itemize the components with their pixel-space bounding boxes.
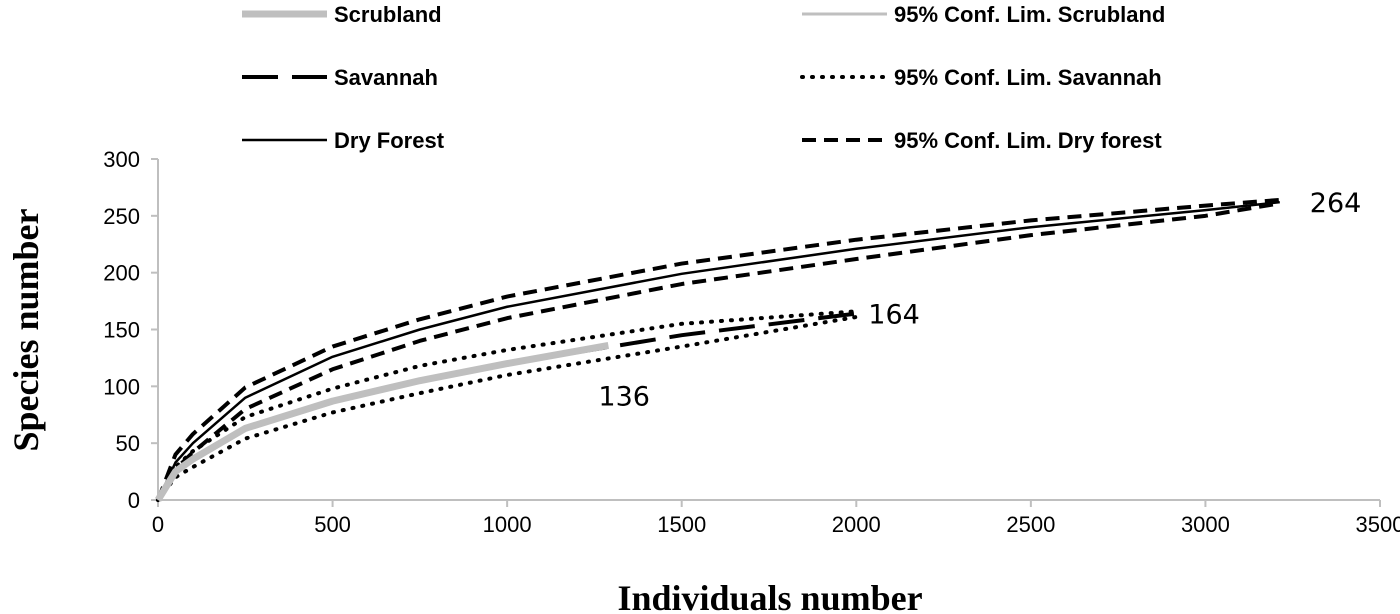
y-axis-title: Species number — [6, 208, 46, 451]
legend-label: 95% Conf. Lim. Scrubland — [894, 2, 1165, 27]
y-tick-label: 150 — [103, 318, 140, 343]
legend-label: 95% Conf. Lim. Savannah — [894, 65, 1162, 90]
95-conf-lim-dry-forest-lower-line — [156, 201, 1281, 501]
legend-label: Dry Forest — [334, 128, 445, 153]
legend: Scrubland 95% Conf. Lim. Scrubland Savanna… — [242, 2, 1165, 153]
y-tick-label: 0 — [128, 488, 140, 513]
dry-forest-line — [156, 200, 1280, 501]
savannah-line — [156, 311, 857, 502]
y-tick-label: 200 — [103, 261, 140, 286]
legend-label: Savannah — [334, 65, 438, 90]
x-tick-label: 3500 — [1356, 512, 1400, 537]
y-tick-label: 100 — [103, 374, 140, 399]
x-tick-label: 500 — [314, 512, 351, 537]
y-tick-label: 250 — [103, 204, 140, 229]
y-tick-label: 50 — [116, 431, 140, 456]
data-label: 136 — [598, 381, 650, 412]
legend-label: 95% Conf. Lim. Dry forest — [894, 128, 1162, 153]
y-tick-label: 300 — [103, 147, 140, 172]
x-tick-label: 1500 — [657, 512, 706, 537]
x-tick-label: 3000 — [1181, 512, 1230, 537]
95-conf-lim-dry-forest-upper-line — [156, 197, 1280, 501]
scrubland-line — [155, 341, 610, 502]
legend-label: Scrubland — [334, 2, 442, 27]
95-conf-lim-savannah-upper-line — [156, 309, 859, 502]
x-tick-label: 1000 — [483, 512, 532, 537]
x-tick-label: 0 — [152, 512, 164, 537]
95-conf-lim-savannah-lower-line — [156, 314, 859, 502]
x-axis-title: Individuals number — [617, 578, 922, 614]
data-label: 264 — [1310, 188, 1362, 219]
x-tick-label: 2000 — [832, 512, 881, 537]
data-label: 164 — [868, 300, 920, 331]
x-tick-label: 2500 — [1006, 512, 1055, 537]
